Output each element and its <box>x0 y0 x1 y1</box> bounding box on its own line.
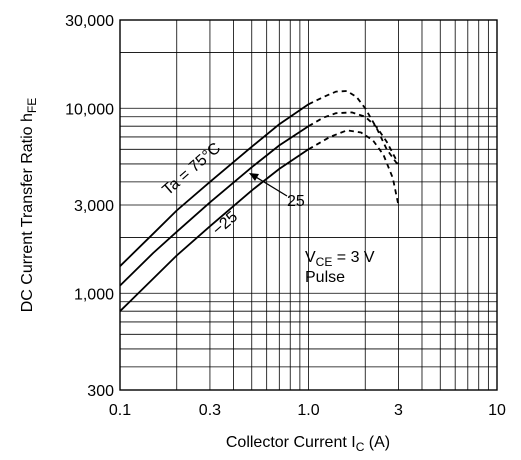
pulse-label: Pulse <box>305 269 345 286</box>
series-curve-dashed-1 <box>308 111 400 165</box>
series-curve-solid-2 <box>119 148 310 312</box>
y-tick-label: 30,000 <box>65 13 114 30</box>
x-tick-label: 0.3 <box>199 402 221 419</box>
y-tick-label: 3,000 <box>74 198 114 215</box>
series-curve-solid-0 <box>119 103 310 267</box>
y-tick-label: 10,000 <box>65 101 114 118</box>
series-curve-dashed-2 <box>308 129 400 206</box>
tick-labels: 0.1 0.3 1.0 3 10 300 1,000 3,000 10,000 30,000 <box>65 13 506 419</box>
label-25-arrowhead <box>249 173 259 181</box>
x-axis-title: Collector Current IC (A) <box>226 434 390 454</box>
label-25-leader <box>250 173 288 197</box>
label-ta-75: Ta = 75°C <box>159 140 224 199</box>
x-tick-label: 1.0 <box>297 402 319 419</box>
label-25: 25 <box>287 193 305 210</box>
label-minus-25: −25 <box>209 208 241 239</box>
y-tick-label: 1,000 <box>74 286 114 303</box>
vce-label: VCE = 3 V <box>305 249 375 269</box>
curves <box>119 90 400 312</box>
plot-frame <box>119 19 498 391</box>
series-curve-dashed-0 <box>308 90 400 167</box>
grid <box>120 20 497 390</box>
x-tick-label: 0.1 <box>109 402 131 419</box>
y-axis-title: DC Current Transfer Ratio hFE <box>19 98 39 313</box>
series-curve-solid-1 <box>119 125 309 287</box>
x-tick-label: 10 <box>488 402 506 419</box>
y-tick-label: 300 <box>87 383 114 400</box>
x-tick-label: 3 <box>394 402 403 419</box>
